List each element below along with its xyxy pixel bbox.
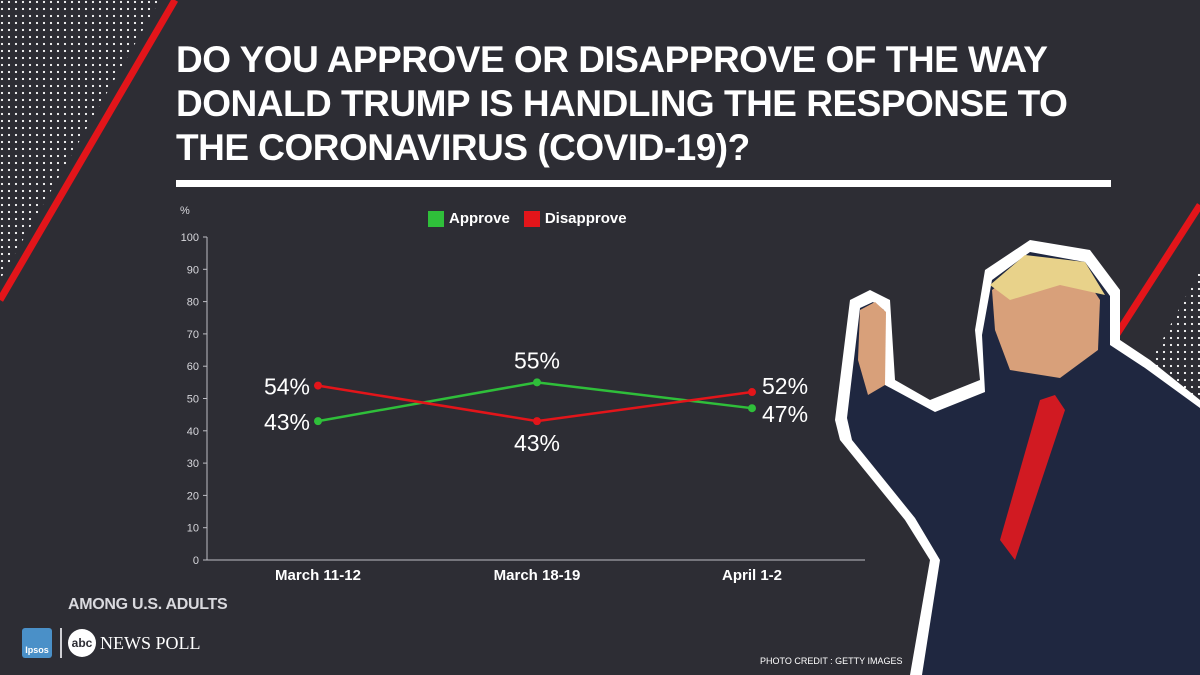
population-label: AMONG U.S. ADULTS <box>68 596 228 613</box>
y-tick-label: 90 <box>187 264 199 276</box>
x-tick-label: March 18-19 <box>494 567 581 584</box>
legend-label-approve: Approve <box>449 210 510 227</box>
y-tick-label: 0 <box>193 555 199 567</box>
y-tick-label: 50 <box>187 394 199 406</box>
y-tick-label: 70 <box>187 329 199 341</box>
red-stripe-right <box>1107 203 1200 347</box>
dot-pattern-left <box>0 0 160 280</box>
data-label: 54% <box>264 374 310 400</box>
legend-item-disapprove: Disapprove <box>523 210 627 227</box>
legend-label-disapprove: Disapprove <box>544 210 627 227</box>
data-point <box>748 404 756 413</box>
data-label: 47% <box>762 401 808 427</box>
data-label: 43% <box>264 409 310 435</box>
photo-hair <box>990 255 1105 300</box>
photo-credit: PHOTO CREDIT : GETTY IMAGES <box>760 656 903 666</box>
legend-swatch-disapprove <box>523 210 540 227</box>
data-point <box>314 381 322 390</box>
data-label: 55% <box>514 347 560 373</box>
y-tick-label: 40 <box>187 426 199 438</box>
title-divider <box>176 180 1111 187</box>
data-point <box>533 378 541 387</box>
data-label: 43% <box>514 430 560 456</box>
photo-hand <box>858 302 886 395</box>
y-tick-label: 20 <box>187 490 199 502</box>
branding: Ipsos abc NEWS POLL <box>22 628 201 658</box>
red-stripe-left <box>0 0 179 302</box>
y-axis-label: % <box>180 205 190 217</box>
x-tick-label: March 11-12 <box>275 567 361 584</box>
legend-item-approve: Approve <box>428 210 510 227</box>
legend: Approve Disapprove <box>428 210 627 227</box>
data-label: 52% <box>762 373 808 399</box>
series-line-disapprove <box>317 384 753 423</box>
y-tick-label: 60 <box>187 361 199 373</box>
data-point <box>748 388 756 397</box>
y-tick-label: 10 <box>187 523 199 535</box>
news-poll-label: NEWS POLL <box>100 632 201 653</box>
x-tick-label: April 1-2 <box>722 567 782 584</box>
data-point <box>533 417 541 426</box>
logo-divider <box>60 628 62 658</box>
chart-series: 43% 54% 55% 43% 47%52% <box>264 347 808 456</box>
abc-logo: abc <box>68 629 96 657</box>
data-point <box>314 417 322 426</box>
photo-tie <box>1000 395 1065 560</box>
legend-swatch-approve <box>428 210 444 227</box>
y-tick-label: 80 <box>187 297 199 309</box>
y-tick-label: 30 <box>187 458 199 470</box>
chart-axes: % 0 10 20 30 40 50 60 70 80 90 100 March 11-12 March … <box>180 205 865 584</box>
y-tick-label: 100 <box>181 232 199 244</box>
chart-title: DO YOU APPROVE OR DISAPPROVE OF THE WAY … <box>176 39 1068 168</box>
ipsos-logo: Ipsos <box>22 628 52 658</box>
